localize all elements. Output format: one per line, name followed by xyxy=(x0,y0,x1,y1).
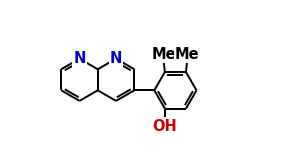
Text: N: N xyxy=(73,51,86,66)
Text: N: N xyxy=(110,51,122,66)
Text: Me: Me xyxy=(175,47,200,62)
Text: Me: Me xyxy=(151,47,176,62)
Text: OH: OH xyxy=(152,119,177,134)
